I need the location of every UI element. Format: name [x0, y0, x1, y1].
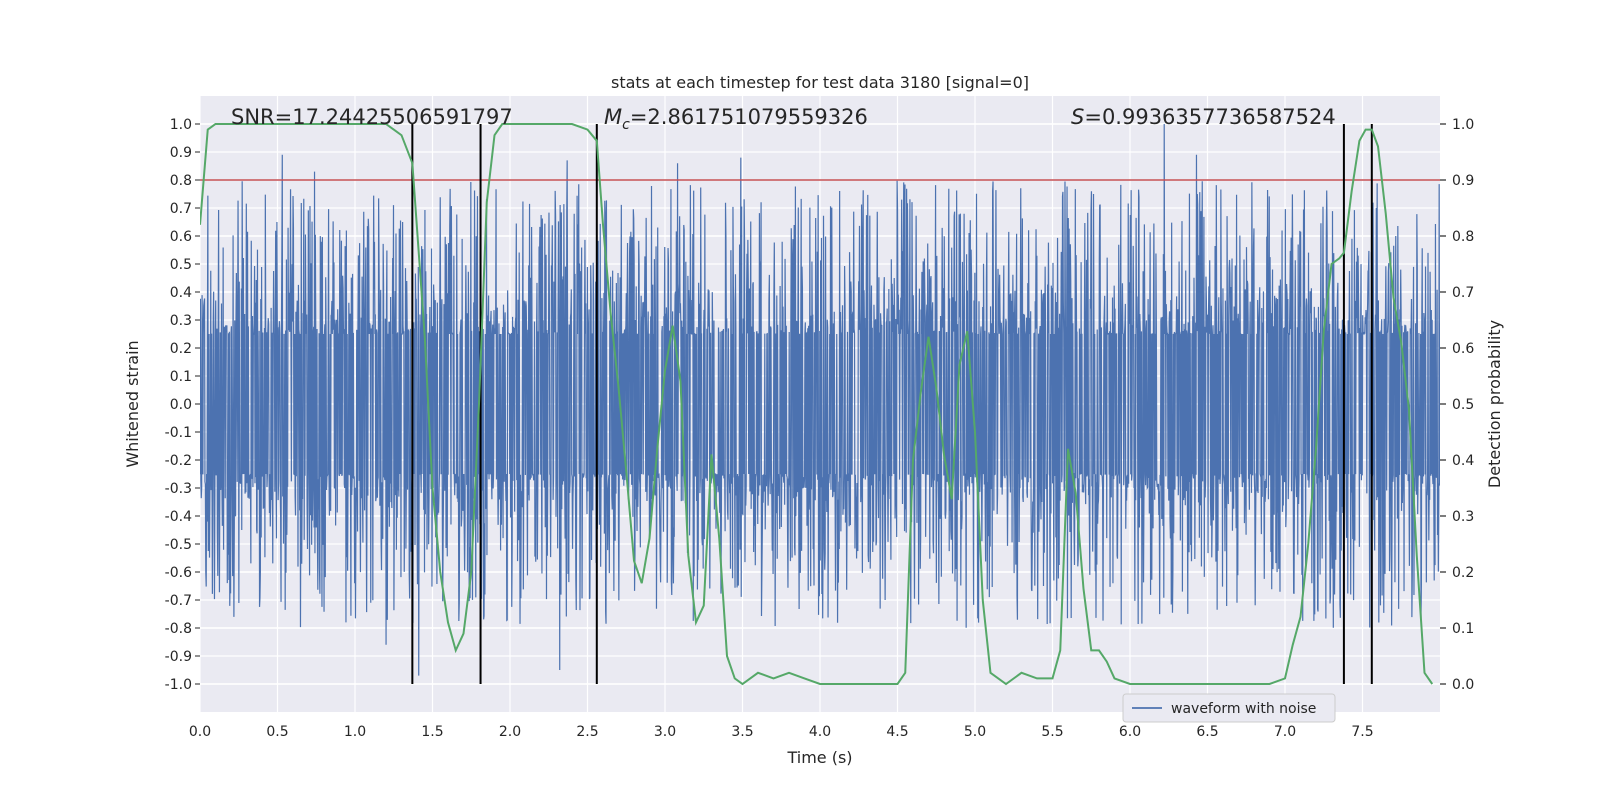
left-tick-label-0: -1.0: [165, 677, 192, 693]
left-tick-label-7: -0.3: [165, 481, 192, 497]
left-y-axis-label: Whitened strain: [123, 340, 142, 467]
left-tick-label-10: 0.0: [170, 397, 192, 413]
vertical-markers: [411, 124, 1373, 684]
left-tick-label-11: 0.1: [170, 369, 192, 385]
right-tick-label-7: 0.7: [1452, 285, 1474, 301]
left-tick-label-4: -0.6: [165, 565, 192, 581]
left-tick-label-1: -0.9: [165, 649, 192, 665]
right-tick-label-1: 0.1: [1452, 621, 1474, 637]
x-tick-label-3: 1.5: [421, 724, 443, 740]
left-tick-label-20: 1.0: [170, 117, 192, 133]
right-y-axis-ticks: 0.0 0.1 0.2 0.3 0.4 0.5 0.6 0.7 0.8 0.9 1.0: [1440, 117, 1474, 693]
x-tick-label-7: 3.5: [731, 724, 753, 740]
s-annotation: S=0.9936357736587524: [1071, 105, 1336, 129]
legend: waveform with noise: [1122, 693, 1336, 723]
x-tick-label-9: 4.5: [886, 724, 908, 740]
left-tick-label-12: 0.2: [170, 341, 192, 357]
left-tick-label-2: -0.8: [165, 621, 192, 637]
x-tick-label-13: 6.5: [1196, 724, 1218, 740]
x-tick-label-0: 0.0: [189, 724, 211, 740]
right-tick-label-10: 1.0: [1452, 117, 1474, 133]
right-tick-label-2: 0.2: [1452, 565, 1474, 581]
left-tick-label-16: 0.6: [170, 229, 192, 245]
x-tick-label-6: 3.0: [654, 724, 676, 740]
mc-symbol: M: [604, 105, 622, 129]
left-tick-label-19: 0.9: [170, 145, 192, 161]
x-tick-label-1: 0.5: [266, 724, 288, 740]
x-axis-label: Time (s): [786, 748, 852, 767]
left-tick-label-13: 0.3: [170, 313, 192, 329]
x-tick-label-14: 7.0: [1274, 724, 1296, 740]
left-tick-label-9: -0.1: [165, 425, 192, 441]
waveform-line: [200, 123, 1440, 676]
left-tick-label-5: -0.5: [165, 537, 192, 553]
left-tick-label-15: 0.5: [170, 257, 192, 273]
detection-probability-line: [200, 123, 1434, 686]
x-tick-label-8: 4.0: [809, 724, 831, 740]
right-tick-label-3: 0.3: [1452, 509, 1474, 525]
x-tick-label-4: 2.0: [499, 724, 521, 740]
mc-value: =2.861751079559326: [630, 105, 868, 129]
s-value: =0.9936357736587524: [1084, 105, 1335, 129]
x-axis-ticks: 0.0 0.5 1.0 1.5 2.0 2.5 3.0 3.5 4.0 4.5 5.0 5.5 6.0 6…: [189, 724, 1374, 740]
right-tick-label-8: 0.8: [1452, 229, 1474, 245]
right-tick-label-5: 0.5: [1452, 397, 1474, 413]
mc-subscript: c: [622, 117, 630, 133]
right-y-axis-label: Detection probability: [1485, 320, 1504, 488]
waveform-series: [200, 123, 1440, 676]
right-tick-label-9: 0.9: [1452, 173, 1474, 189]
left-tick-label-17: 0.7: [170, 201, 192, 217]
right-tick-label-0: 0.0: [1452, 677, 1474, 693]
right-tick-label-6: 0.6: [1452, 341, 1474, 357]
left-tick-label-14: 0.4: [170, 285, 192, 301]
left-y-axis-ticks: -1.0 -0.9 -0.8 -0.7 -0.6 -0.5 -0.4 -0.3 -0.2 -0.1…: [165, 117, 200, 693]
x-tick-label-10: 5.0: [964, 724, 986, 740]
snr-annotation: SNR=17.24425506591797: [231, 105, 513, 129]
x-tick-label-5: 2.5: [576, 724, 598, 740]
mc-annotation: Mc=2.861751079559326: [604, 105, 868, 133]
x-tick-label-15: 7.5: [1351, 724, 1373, 740]
chart-title: stats at each timestep for test data 318…: [611, 73, 1029, 92]
x-tick-label-11: 5.5: [1041, 724, 1063, 740]
left-tick-label-8: -0.2: [165, 453, 192, 469]
left-tick-label-18: 0.8: [170, 173, 192, 189]
x-tick-label-12: 6.0: [1119, 724, 1141, 740]
left-tick-label-6: -0.4: [165, 509, 192, 525]
right-tick-label-4: 0.4: [1452, 453, 1474, 469]
s-symbol: S: [1071, 105, 1084, 129]
legend-label: waveform with noise: [1171, 701, 1316, 717]
legend-box: [1122, 693, 1336, 723]
x-tick-label-2: 1.0: [344, 724, 366, 740]
left-tick-label-3: -0.7: [165, 593, 192, 609]
